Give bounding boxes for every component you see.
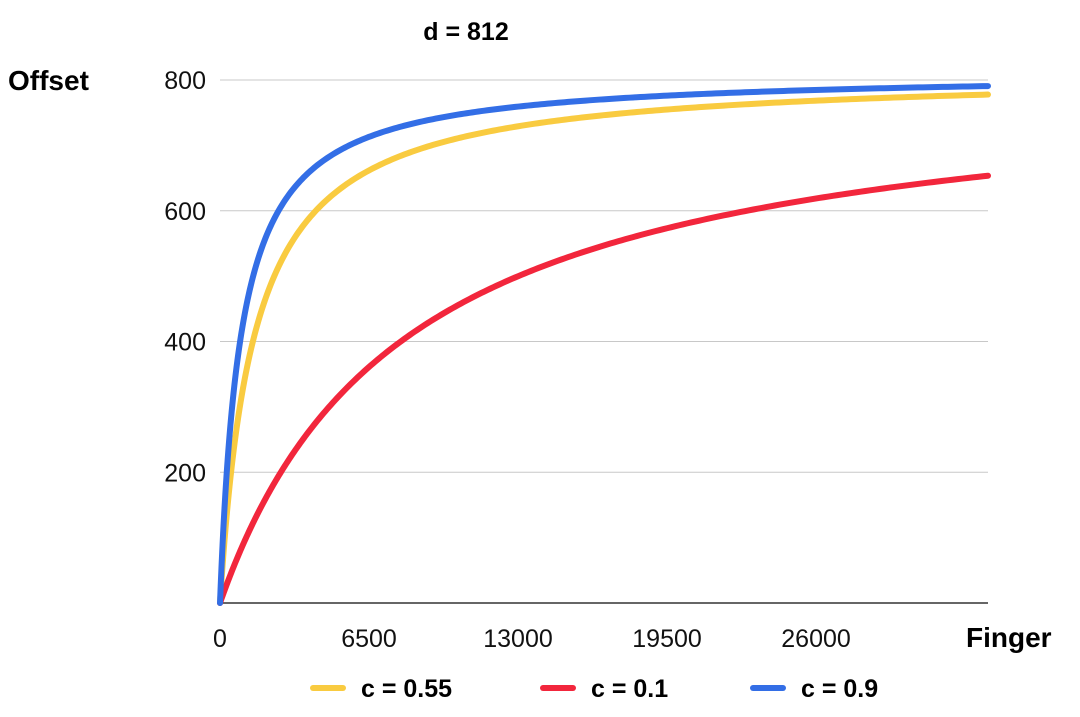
- series-line-c-0-55: [217, 91, 991, 606]
- series-lines: [217, 83, 991, 606]
- x-tick-label: 26000: [781, 625, 851, 653]
- x-tick-label: 6500: [341, 625, 397, 653]
- y-axis-title: Offset: [8, 65, 89, 96]
- y-tick-label: 600: [164, 198, 206, 226]
- legend-label: c = 0.9: [801, 675, 878, 703]
- legend-label: c = 0.55: [361, 675, 452, 703]
- x-tick-label: 13000: [483, 625, 553, 653]
- series-line-c-0-1: [217, 172, 991, 606]
- tick-labels: 200 400 600 800 0 6500 13000 19500 26000: [164, 67, 851, 653]
- chart-title: d = 812: [423, 18, 508, 46]
- legend: c = 0.55 c = 0.1 c = 0.9: [310, 675, 878, 703]
- gridlines: [220, 79, 988, 604]
- y-tick-label: 400: [164, 329, 206, 357]
- y-tick-label: 200: [164, 459, 206, 487]
- y-tick-label: 800: [164, 67, 206, 95]
- x-tick-label: 0: [213, 625, 227, 653]
- legend-label: c = 0.1: [591, 675, 668, 703]
- series-line-c-0-9: [217, 83, 991, 606]
- x-axis-title: Finger: [966, 622, 1052, 653]
- x-tick-label: 19500: [632, 625, 702, 653]
